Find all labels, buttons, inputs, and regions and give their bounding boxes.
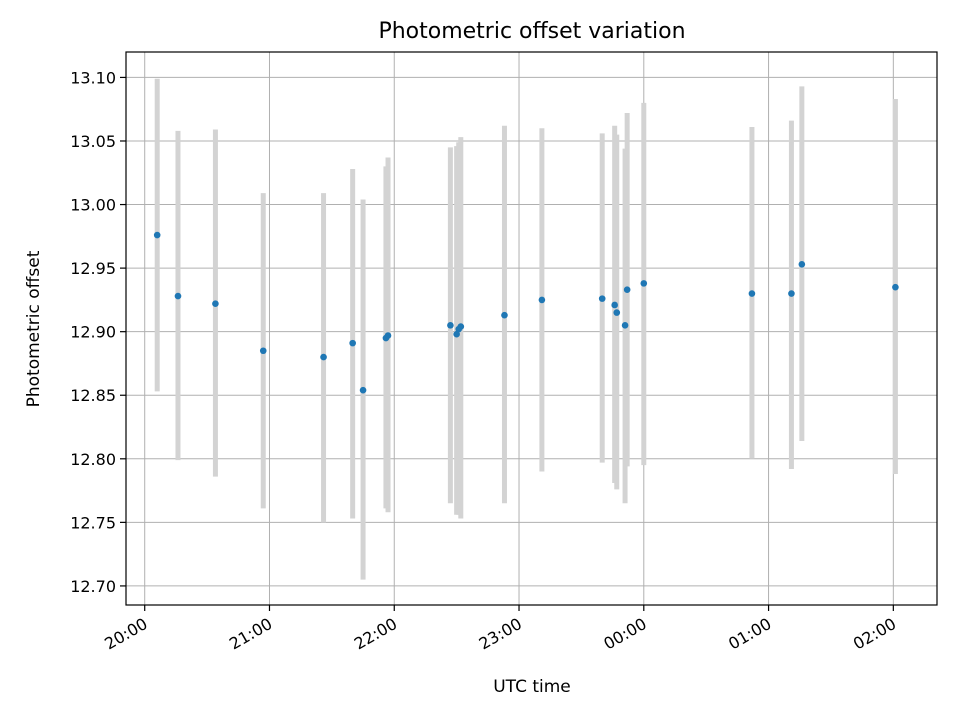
data-point [320, 353, 327, 361]
data-point [447, 322, 454, 329]
data-point [598, 295, 606, 302]
data-point [798, 261, 806, 268]
data-point [538, 296, 546, 304]
data-point [623, 286, 631, 294]
data-point [611, 301, 618, 309]
y-tick-label: 12.95 [70, 259, 116, 278]
data-point [453, 330, 460, 338]
y-axis-ticks: 12.70 12.75 12.80 12.85 12.90 12.95 13.00 13.05… [70, 68, 126, 596]
y-tick-label: 12.80 [70, 450, 116, 469]
y-tick-label: 12.75 [70, 513, 116, 532]
data-point [174, 292, 182, 300]
data-point [640, 280, 648, 287]
y-tick-label: 12.90 [70, 323, 116, 342]
data-point [349, 339, 356, 347]
x-axis-label: UTC time [493, 677, 571, 697]
y-tick-label: 13.10 [70, 68, 116, 87]
data-point [212, 300, 219, 308]
data-point [892, 283, 899, 291]
data-point [501, 311, 508, 319]
y-tick-label: 12.70 [70, 577, 116, 596]
data-point [359, 386, 367, 394]
data-point [613, 309, 621, 316]
y-tick-label: 13.05 [70, 132, 116, 151]
data-point [788, 290, 795, 297]
plot-frame [125, 51, 938, 606]
y-axis-label: Photometric offset [24, 250, 44, 407]
data-point [621, 322, 629, 329]
data-point [153, 231, 161, 239]
data-point [748, 290, 756, 297]
data-point [259, 347, 267, 355]
data-points [153, 231, 899, 394]
data-point [457, 323, 465, 330]
y-tick-label: 13.00 [70, 196, 116, 215]
data-point [384, 332, 392, 339]
y-tick-label: 12.85 [70, 386, 116, 405]
chart-title: Photometric offset variation [378, 19, 685, 44]
